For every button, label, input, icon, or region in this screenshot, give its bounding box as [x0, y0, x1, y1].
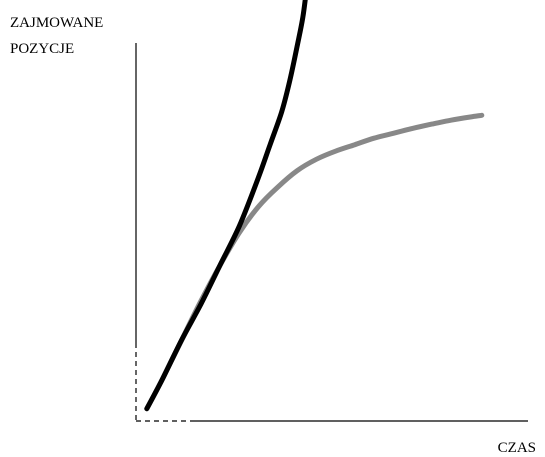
series-layer — [144, 0, 485, 412]
chart-axes — [135, 43, 528, 422]
y-axis-label-line-1: ZAJMOWANE — [10, 15, 103, 31]
y-axis-label-line-2: POZYCJE — [10, 41, 74, 57]
x-axis-label: CZAS — [498, 440, 536, 456]
series-line-2 — [144, 112, 485, 412]
series-line-1 — [144, 0, 308, 412]
